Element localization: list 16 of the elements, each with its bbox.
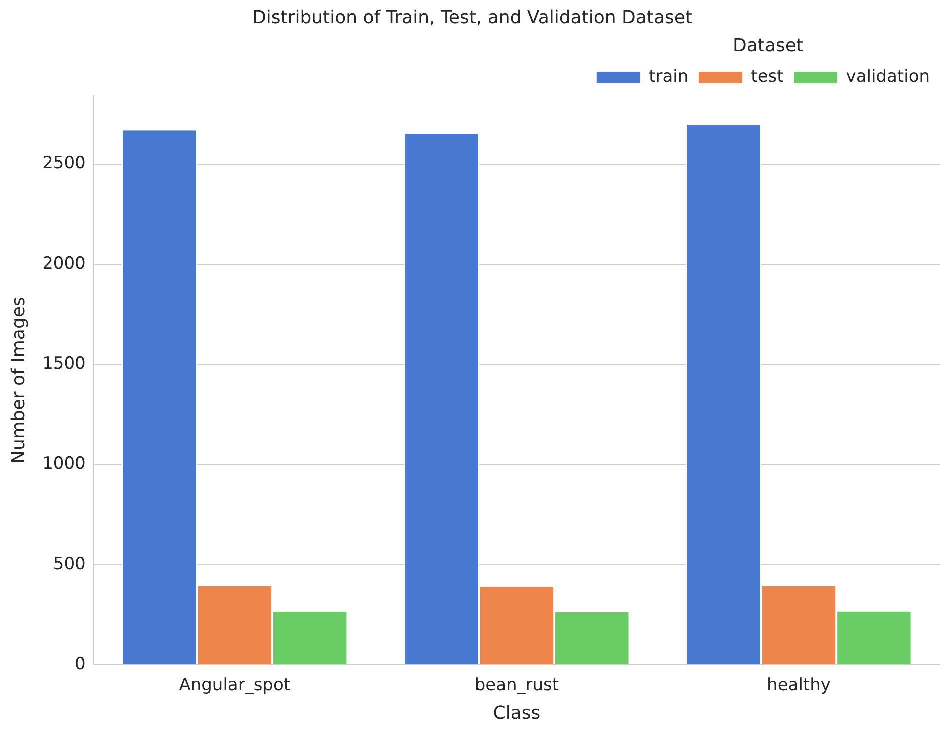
y-tick-label: 0 [75, 654, 86, 674]
y-tick-label: 1000 [42, 454, 86, 474]
x-axis-title: Class [493, 702, 541, 724]
x-tick-label: Angular_spot [179, 676, 291, 696]
y-axis-title: Number of Images [8, 297, 30, 464]
legend-label: train [649, 67, 689, 88]
legend-label: test [751, 67, 784, 88]
x-tick-label: bean_rust [474, 676, 560, 696]
chart-title: Distribution of Train, Test, and Validation Dataset [252, 7, 693, 28]
legend-label: validation [846, 67, 930, 88]
legend-title: Dataset [733, 35, 804, 56]
x-tick-label: healthy [767, 676, 831, 696]
y-tick-label: 500 [53, 554, 86, 574]
y-tick-label: 2000 [42, 254, 86, 274]
y-tick-label: 1500 [42, 354, 86, 374]
y-tick-label: 2500 [42, 154, 86, 174]
